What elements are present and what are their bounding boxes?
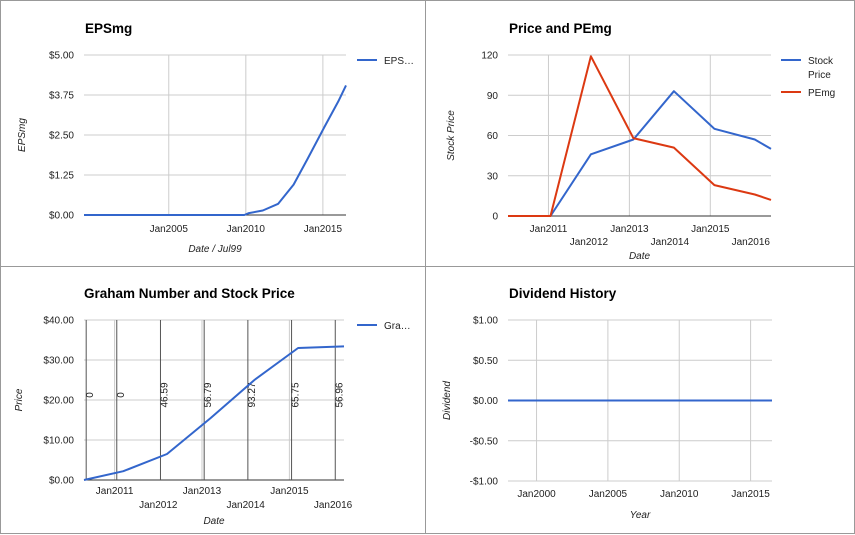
dividend-chart-title: Dividend History	[509, 286, 617, 301]
eps-y-tick-label: $3.75	[49, 91, 74, 102]
graham-y-tick-label: $30.00	[43, 356, 74, 367]
graham-chart: Graham Number and Stock Price $0.00 $10.00…	[14, 286, 411, 527]
graham-annotation-label: 65.75	[291, 382, 302, 407]
graham-x-tick-label: Jan2016	[314, 500, 353, 511]
graham-series-line-0	[83, 345, 345, 481]
graham-x-tick-label: Jan2012	[139, 500, 178, 511]
graham-x-axis-title: Date	[203, 516, 225, 527]
dividend-x-axis-title: Year	[630, 510, 651, 521]
graham-chart-panel: Graham Number and Stock Price $0.00 $10.00…	[0, 266, 426, 534]
price-pe-x-axis-title: Date	[629, 251, 651, 262]
eps-y-axis-title: EPSmg	[17, 118, 28, 152]
eps-chart-panel: EPSmg $0.00 $1.25 $2.50 $3.75 $5.00 Jan2005 Jan…	[0, 0, 426, 267]
price-pe-x-tick-label: Jan2011	[530, 224, 568, 235]
graham-x-tick-label: Jan2013	[183, 486, 222, 497]
dividend-y-tick-label: $1.00	[473, 316, 498, 327]
dividend-x-tick-label: Jan2005	[589, 489, 628, 500]
graham-x-tick-label: Jan2011	[96, 486, 134, 497]
dividend-y-tick-label: -$0.50	[470, 436, 499, 447]
graham-annotation-label: 0	[85, 392, 96, 398]
eps-y-tick-label: $5.00	[49, 51, 74, 62]
graham-y-tick-label: $10.00	[43, 436, 74, 447]
dividend-y-tick-label: $0.00	[473, 396, 498, 407]
eps-y-tick-label: $1.25	[49, 171, 74, 182]
price-pe-x-tick-label: Jan2016	[732, 237, 771, 248]
price-pe-legend-label: PEmg	[808, 88, 835, 99]
graham-annotation-label: 93.27	[247, 382, 258, 407]
graham-x-tick-label: Jan2015	[270, 486, 309, 497]
price-pe-y-tick-label: 120	[481, 51, 498, 62]
price-pe-y-axis-title: Stock Price	[446, 110, 457, 161]
price-pe-y-tick-label: 0	[492, 212, 498, 223]
graham-y-axis-title: Price	[14, 388, 25, 411]
price-pe-chart: Price and PEmg0306090120Jan2011Jan2012Ja…	[446, 21, 835, 262]
eps-y-tick-label: $0.00	[49, 211, 74, 222]
price-pe-legend-label: Price	[808, 70, 831, 81]
eps-chart: EPSmg $0.00 $1.25 $2.50 $3.75 $5.00 Jan2005 Jan…	[17, 21, 414, 255]
eps-x-tick-label: Jan2010	[227, 224, 266, 235]
dividend-chart: Dividend History -$1.00 -$0.50 $0.00 $0.50 $1…	[442, 286, 772, 521]
eps-chart-title: EPSmg	[85, 21, 132, 36]
price-pe-y-tick-label: 30	[487, 171, 499, 182]
price-pe-x-tick-label: Jan2013	[610, 224, 649, 235]
graham-legend-label: Gra…	[384, 321, 411, 332]
graham-annotation-label: 0	[116, 392, 127, 398]
eps-x-axis-title: Date / Jul99	[188, 244, 242, 255]
graham-chart-title: Graham Number and Stock Price	[84, 286, 295, 301]
eps-legend-label: EPS…	[384, 56, 414, 67]
dividend-y-axis-title: Dividend	[442, 381, 453, 420]
graham-y-tick-label: $20.00	[43, 396, 74, 407]
dividend-x-tick-label: Jan2000	[517, 489, 556, 500]
graham-y-tick-label: $40.00	[43, 316, 74, 327]
price-pe-x-tick-label: Jan2012	[570, 237, 609, 248]
price-pe-legend-label: Stock	[808, 56, 834, 67]
price-pe-x-tick-label: Jan2014	[651, 237, 690, 248]
dividend-x-tick-label: Jan2015	[731, 489, 770, 500]
dividend-y-tick-label: $0.50	[473, 356, 498, 367]
eps-x-tick-label: Jan2005	[150, 224, 189, 235]
price-pe-x-tick-label: Jan2015	[691, 224, 730, 235]
graham-annotation-label: 56.79	[203, 382, 214, 407]
graham-x-tick-label: Jan2014	[226, 500, 265, 511]
graham-annotation-label: 46.59	[159, 382, 170, 407]
eps-series-line-0	[84, 84, 347, 216]
eps-y-tick-label: $2.50	[49, 131, 74, 142]
dividend-x-tick-label: Jan2010	[660, 489, 699, 500]
price-pe-chart-panel: Price and PEmg 0 30 60 90 120 Jan2011 Jan2012 Ja…	[425, 0, 855, 267]
graham-y-tick-label: $0.00	[49, 476, 74, 487]
price-pe-chart-title: Price and PEmg	[509, 21, 612, 36]
price-pe-y-tick-label: 60	[487, 131, 499, 142]
graham-annotation-label: 56.96	[334, 382, 345, 407]
dividend-chart-panel: Dividend History -$1.00 -$0.50 $0.00 $0.50 $1…	[425, 266, 855, 534]
dividend-y-tick-label: -$1.00	[470, 477, 499, 488]
price-pe-series-line-1	[508, 55, 772, 217]
price-pe-y-tick-label: 90	[487, 91, 499, 102]
price-pe-series-line-0	[508, 90, 772, 217]
eps-x-tick-label: Jan2015	[304, 224, 343, 235]
